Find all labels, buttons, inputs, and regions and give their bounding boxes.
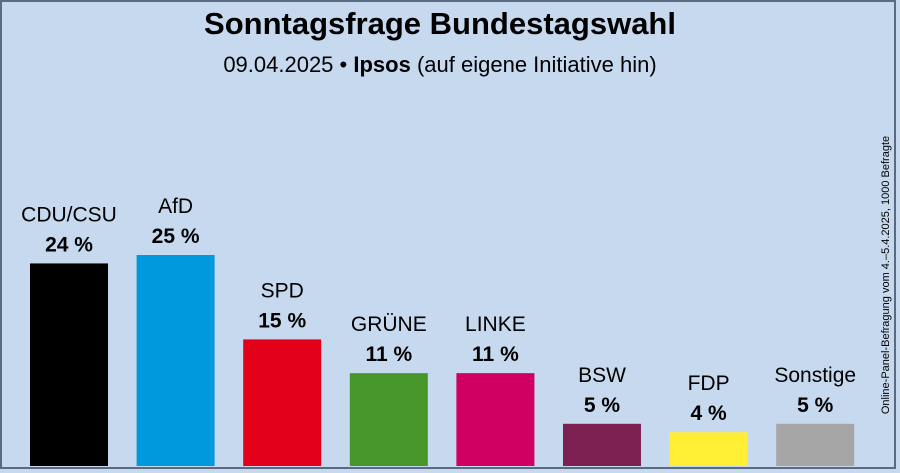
value-label-gruene: 11 %: [365, 343, 412, 366]
category-label-afd: AfD: [158, 195, 193, 218]
bar-fdp: [669, 432, 748, 466]
separator-dot: •: [339, 52, 348, 77]
bar-cdu-csu: [30, 263, 108, 466]
category-label-sonstige: Sonstige: [774, 364, 856, 387]
poll-source: Ipsos: [353, 52, 411, 77]
value-label-spd: 15 %: [258, 309, 306, 332]
category-label-gruene: GRÜNE: [351, 313, 427, 336]
bar-bsw: [563, 423, 641, 466]
value-label-linke: 11 %: [472, 343, 519, 366]
chart-subtitle: 09.04.2025 • Ipsos (auf eigene Initiativ…: [0, 52, 880, 78]
value-label-afd: 25 %: [152, 225, 200, 248]
category-label-spd: SPD: [261, 279, 304, 302]
value-label-fdp: 4 %: [691, 402, 728, 425]
poll-qualifier: (auf eigene Initiative hin): [416, 52, 657, 77]
category-label-fdp: FDP: [688, 372, 730, 395]
category-label-bsw: BSW: [578, 364, 626, 387]
bar-sonstige: [776, 423, 855, 466]
value-label-bsw: 5 %: [584, 394, 621, 417]
category-label-cdu-csu: CDU/CSU: [21, 203, 117, 226]
value-label-cdu-csu: 24 %: [45, 233, 93, 256]
value-label-sonstige: 5 %: [797, 394, 834, 417]
chart-title: Sonntagsfrage Bundestagswahl: [204, 6, 676, 41]
bar-spd: [243, 339, 322, 466]
bar-afd: [136, 255, 215, 466]
bar-gruene: [349, 373, 428, 466]
category-label-linke: LINKE: [465, 313, 526, 336]
bar-linke: [456, 373, 535, 466]
poll-date: 09.04.2025: [223, 52, 334, 77]
